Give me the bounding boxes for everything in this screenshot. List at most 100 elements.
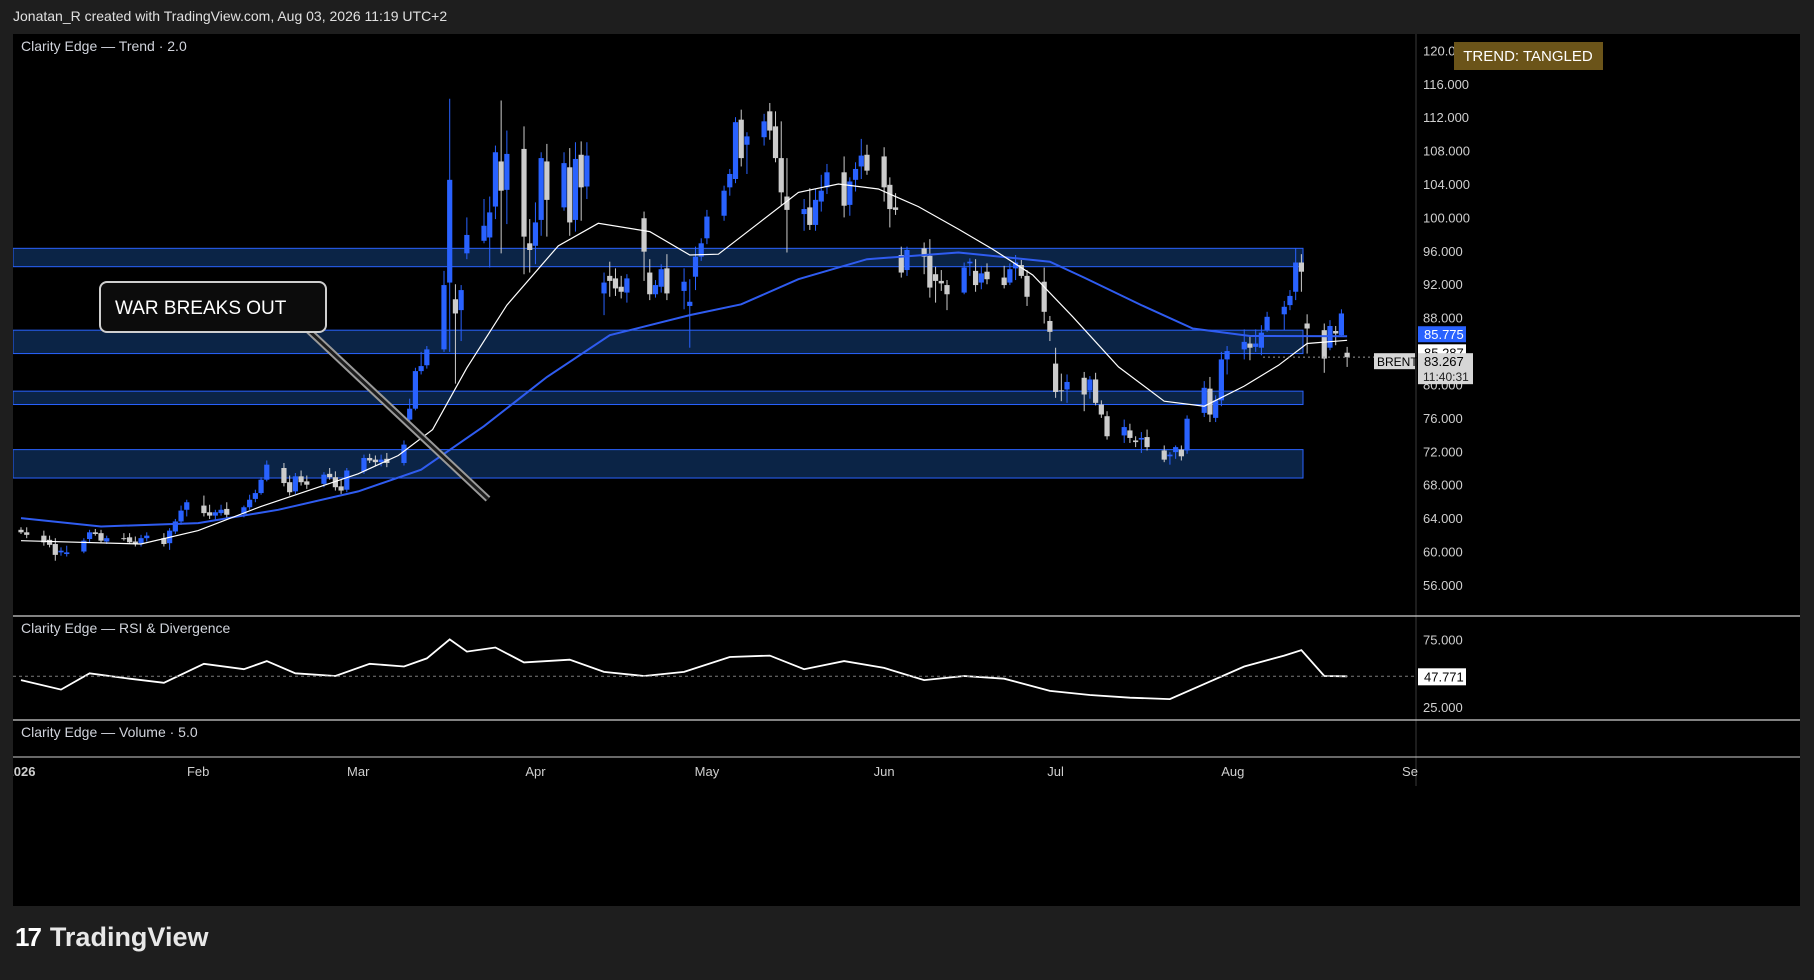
candle-body bbox=[372, 459, 378, 463]
rsi-value-tag: 47.771 bbox=[1424, 669, 1464, 684]
candle-body bbox=[732, 122, 739, 179]
candle-body bbox=[172, 521, 178, 532]
candle-body bbox=[1161, 450, 1167, 460]
zone-rect bbox=[13, 449, 1304, 479]
candle-body bbox=[881, 156, 887, 188]
candle-body bbox=[927, 255, 933, 288]
candle-body bbox=[1098, 404, 1104, 415]
candle-body bbox=[681, 281, 687, 291]
price-tick-label: 108.000 bbox=[1423, 144, 1470, 159]
candle-body bbox=[1258, 332, 1264, 348]
candle-body bbox=[1007, 269, 1013, 283]
candle-body bbox=[1104, 416, 1110, 437]
candle-body bbox=[1001, 277, 1007, 286]
candle-body bbox=[321, 474, 327, 484]
candle-body bbox=[744, 136, 750, 145]
candle-body bbox=[1133, 440, 1139, 443]
price-tick-label: 104.000 bbox=[1423, 177, 1470, 192]
candle-body bbox=[1321, 330, 1327, 359]
candle-body bbox=[1224, 351, 1230, 360]
time-tick-label: 2026 bbox=[13, 764, 35, 779]
candle-body bbox=[412, 371, 419, 409]
candle-body bbox=[52, 544, 58, 555]
time-tick-label: May bbox=[695, 764, 720, 779]
rsi-value-tag-bg bbox=[1418, 668, 1466, 686]
candle-body bbox=[184, 502, 190, 510]
candle-body bbox=[647, 272, 653, 295]
support-resistance-zones bbox=[13, 247, 1304, 479]
candle-body bbox=[521, 148, 527, 237]
candle-body bbox=[1138, 437, 1144, 440]
candle-body bbox=[612, 278, 619, 289]
time-tick-label: Mar bbox=[347, 764, 370, 779]
candle-body bbox=[572, 158, 579, 220]
candle-body bbox=[967, 261, 973, 264]
candle-body bbox=[778, 158, 784, 193]
chart-canvas[interactable]: 120.000116.000112.000108.000104.000100.0… bbox=[13, 34, 1800, 906]
candle-body bbox=[1247, 343, 1253, 348]
candlestick-series bbox=[18, 98, 1350, 561]
chart-caption: Jonatan_R created with TradingView.com, … bbox=[13, 8, 448, 24]
candle-body bbox=[1253, 343, 1259, 347]
time-tick-label: Feb bbox=[187, 764, 209, 779]
trend-badge-bg bbox=[1454, 42, 1603, 70]
candle-body bbox=[852, 168, 859, 180]
price-tick-label: 96.000 bbox=[1423, 244, 1463, 259]
candle-body bbox=[1281, 306, 1287, 315]
candle-body bbox=[487, 212, 493, 238]
price-tick-label: 56.000 bbox=[1423, 578, 1463, 593]
slow-moving-average-line bbox=[20, 251, 1348, 528]
candle-body bbox=[584, 155, 590, 187]
time-tick-label: Apr bbox=[525, 764, 546, 779]
candle-body bbox=[161, 538, 167, 545]
candle-body bbox=[738, 119, 744, 159]
candle-body bbox=[721, 190, 727, 216]
candle-body bbox=[58, 550, 64, 553]
candle-body bbox=[784, 196, 790, 210]
rsi-pane-title: Clarity Edge — RSI & Divergence bbox=[21, 620, 231, 636]
candle-body bbox=[1241, 341, 1247, 350]
fast-moving-average-line bbox=[20, 183, 1348, 545]
candle-body bbox=[1344, 352, 1350, 358]
trend-badge: TREND: TANGLED bbox=[1454, 42, 1603, 70]
candle-body bbox=[1024, 275, 1030, 297]
candle-body bbox=[178, 510, 184, 522]
candle-body bbox=[904, 249, 910, 271]
candle-body bbox=[984, 271, 990, 280]
candle-body bbox=[218, 509, 224, 514]
candle-body bbox=[252, 493, 258, 499]
candle-body bbox=[1304, 323, 1310, 329]
candle-body bbox=[618, 286, 624, 292]
candle-body bbox=[207, 512, 213, 516]
callout-text: WAR BREAKS OUT bbox=[115, 298, 287, 319]
candle-body bbox=[18, 529, 24, 533]
candle-body bbox=[527, 243, 533, 250]
time-tick-label: Se bbox=[1402, 764, 1418, 779]
candle-body bbox=[1287, 295, 1293, 306]
candle-body bbox=[887, 184, 893, 210]
candle-body bbox=[978, 273, 984, 283]
candle-body bbox=[1264, 316, 1270, 331]
candle-body bbox=[727, 173, 733, 188]
candle-body bbox=[46, 539, 53, 545]
candle-body bbox=[41, 535, 47, 543]
candle-body bbox=[447, 179, 453, 283]
price-tick-label: 64.000 bbox=[1423, 511, 1463, 526]
candle-body bbox=[138, 538, 144, 544]
candle-body bbox=[418, 366, 424, 372]
trend-badge-text: TREND: TANGLED bbox=[1463, 48, 1593, 65]
candle-body bbox=[104, 538, 110, 542]
symbol-tag-bg bbox=[1374, 353, 1415, 370]
price-tick-label: 112.000 bbox=[1423, 110, 1469, 125]
last-price-tag-bg bbox=[1418, 353, 1473, 385]
candle-body bbox=[224, 508, 230, 515]
candle-body bbox=[1121, 427, 1127, 436]
rsi-line bbox=[20, 638, 1348, 701]
candle-body bbox=[624, 278, 630, 293]
candle-body bbox=[24, 532, 30, 535]
candle-body bbox=[344, 470, 350, 490]
candle-body bbox=[1144, 437, 1150, 448]
candle-body bbox=[641, 218, 647, 252]
candle-body bbox=[544, 161, 550, 200]
tradingview-footer: 17 TradingView bbox=[15, 922, 208, 953]
